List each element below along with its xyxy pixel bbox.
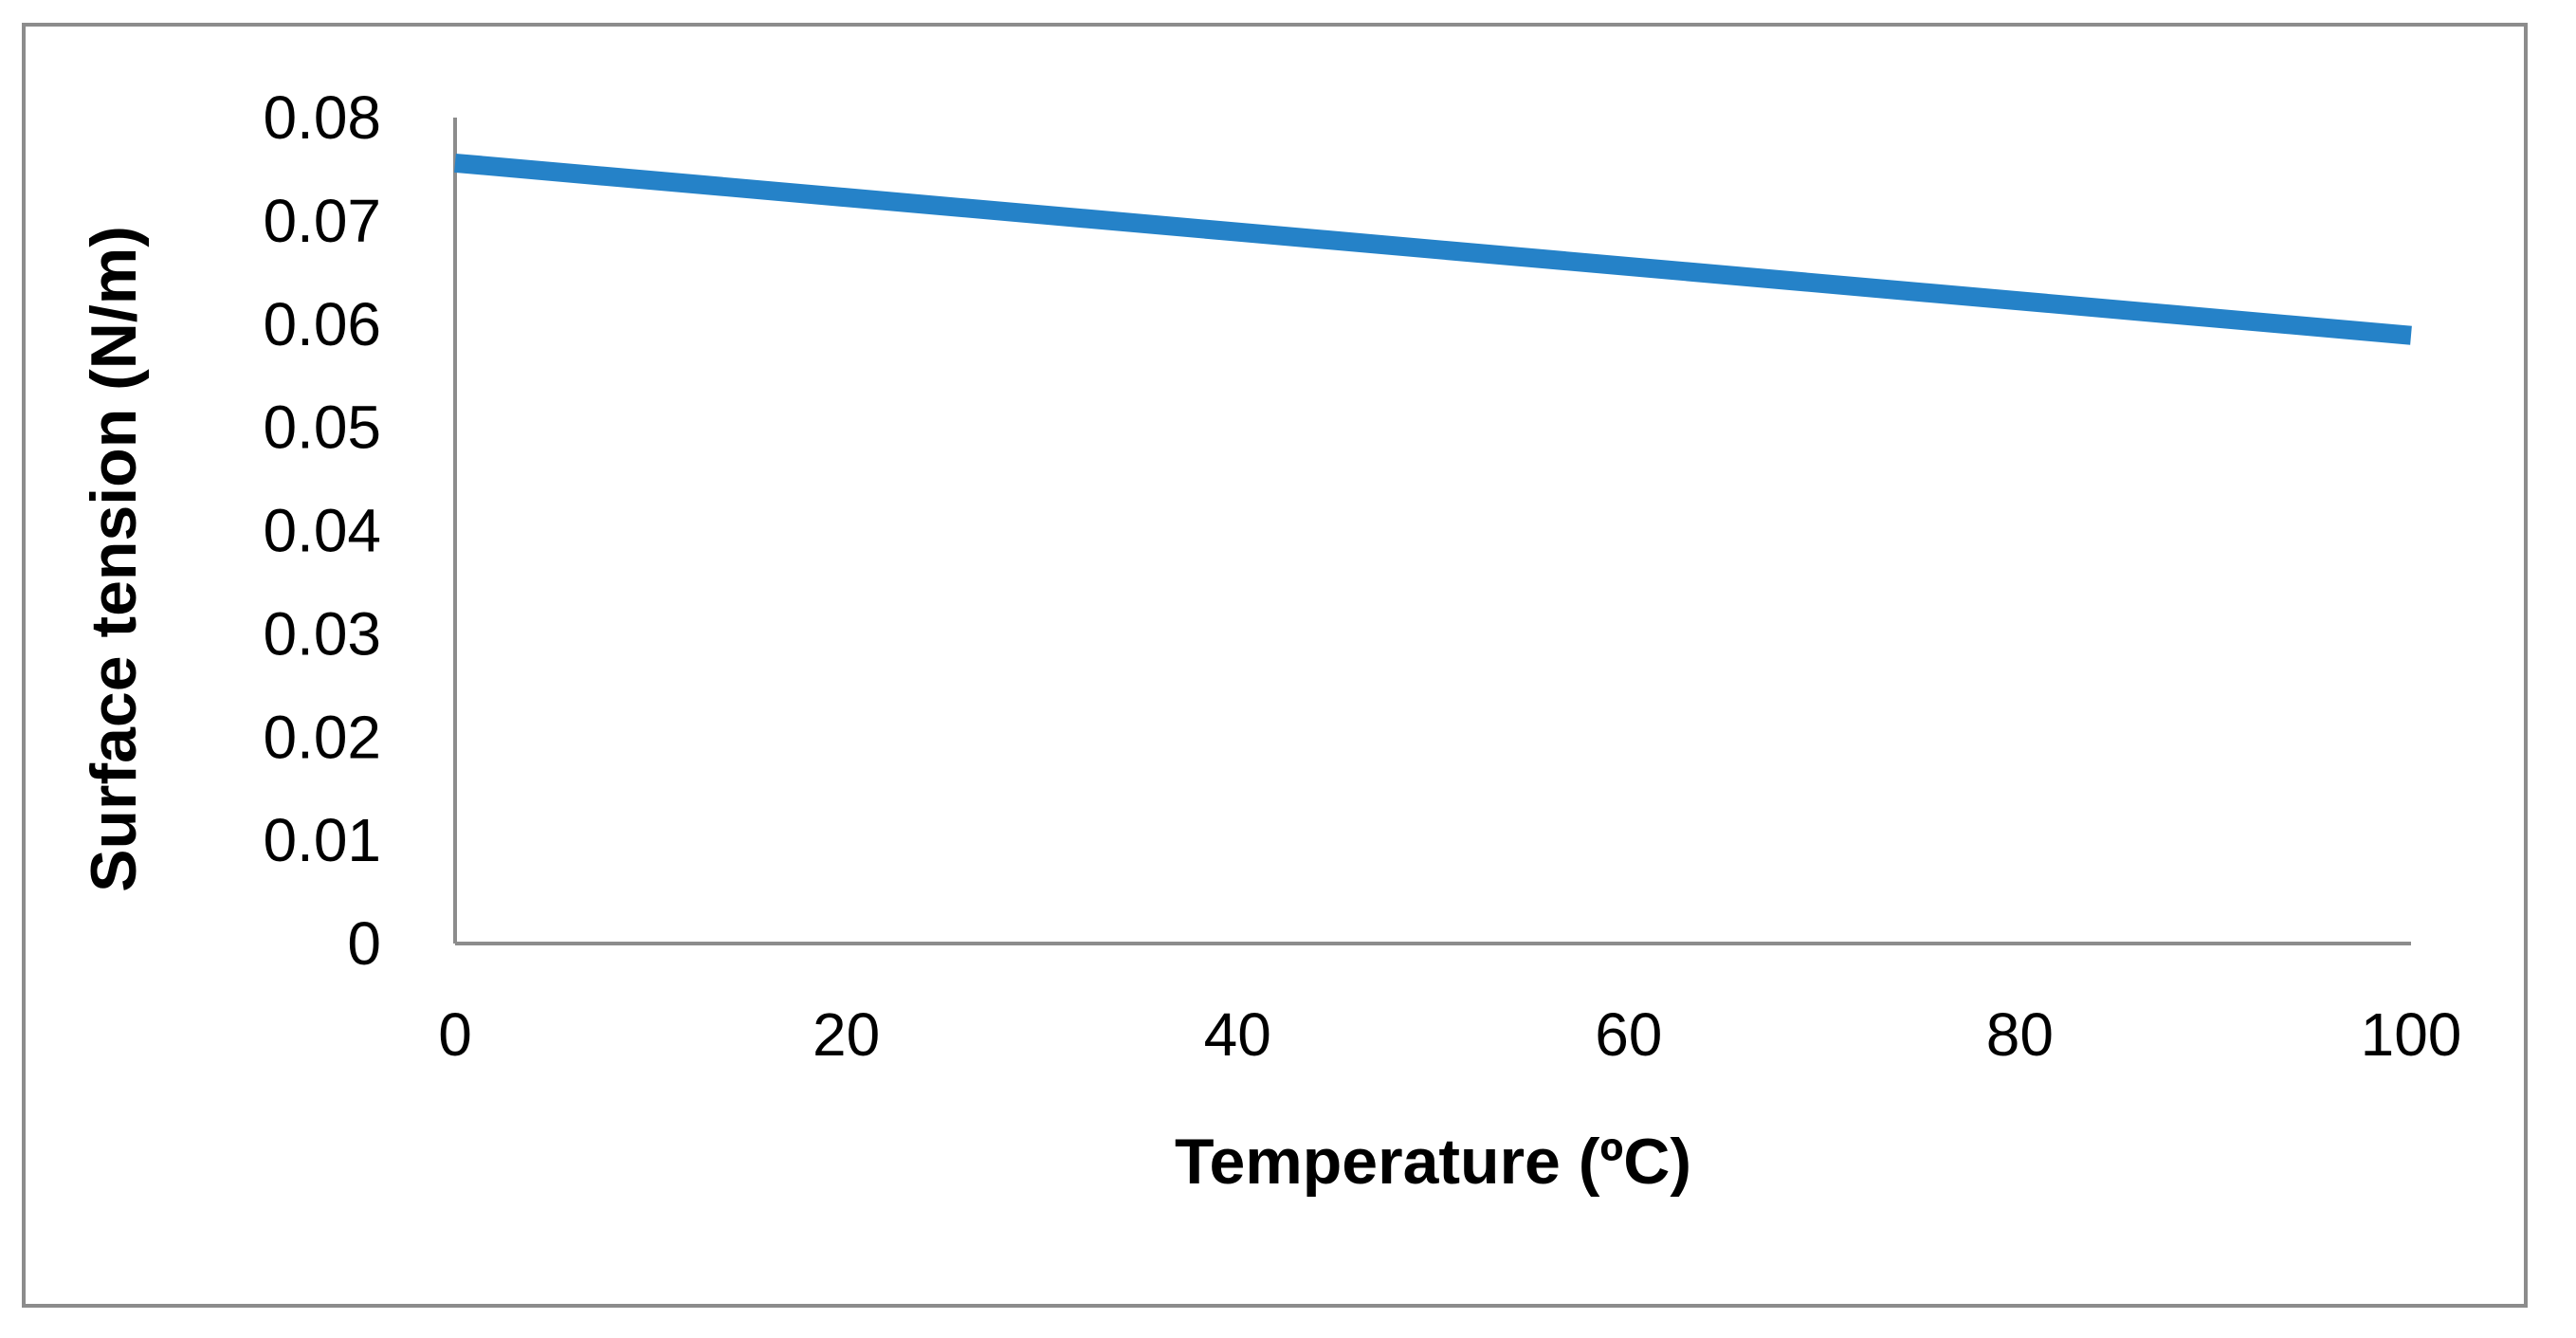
x-axis-title: Temperature (ºC) [1175, 1126, 1691, 1198]
x-tick-label: 100 [2361, 1000, 2462, 1069]
y-tick-label: 0.02 [263, 703, 381, 771]
y-tick-label: 0 [347, 909, 381, 978]
series-layer [454, 153, 2412, 345]
x-tick-label: 40 [1204, 1000, 1271, 1069]
x-tick-label: 0 [438, 1000, 472, 1069]
y-tick-label: 0.07 [263, 187, 381, 255]
y-axis-tick-labels: 0 0.01 0.02 0.03 0.04 0.05 0.06 0.07 0.08 [263, 83, 381, 978]
y-tick-label: 0.03 [263, 599, 381, 668]
y-tick-label: 0.08 [263, 83, 381, 152]
x-tick-label: 20 [813, 1000, 880, 1069]
x-tick-label: 80 [1986, 1000, 2054, 1069]
y-tick-label: 0.06 [263, 290, 381, 358]
y-axis-title: Surface tension (N/m) [78, 226, 150, 892]
series-line-0 [454, 153, 2412, 345]
y-tick-label: 0.01 [263, 806, 381, 874]
y-tick-label: 0.04 [263, 497, 381, 565]
x-tick-label: 60 [1595, 1000, 1662, 1069]
x-axis-tick-labels: 0 20 40 60 80 100 [438, 1000, 2461, 1069]
y-tick-label: 0.05 [263, 394, 381, 462]
